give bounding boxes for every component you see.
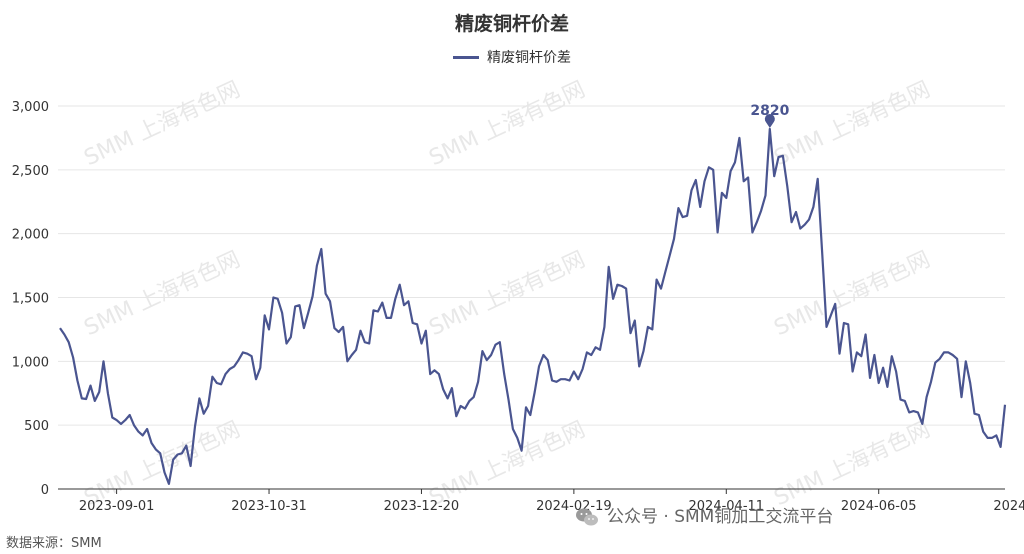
watermark: SMM 上海有色网: [770, 77, 934, 171]
x-tick-label: 2024-07-26: [993, 499, 1024, 514]
legend-label: 精废铜杆价差: [487, 50, 571, 66]
x-tick-label: 2024-06-05: [841, 499, 917, 514]
watermark: SMM 上海有色网: [425, 77, 589, 171]
x-tick-label: 2023-10-31: [231, 499, 307, 514]
grid-lines: [58, 105, 1005, 426]
peak-marker: [764, 113, 775, 128]
y-tick-label: 500: [24, 419, 49, 434]
y-tick-label: 1,500: [12, 292, 49, 307]
watermark: SMM 上海有色网: [770, 247, 934, 341]
y-axis-ticks: 0 500 1,000 1,500 2,000 2,500 3,000: [12, 100, 49, 498]
watermark: SMM 上海有色网: [770, 417, 934, 511]
x-tick-label: 2023-09-01: [79, 499, 155, 514]
chart-title: 精废铜杆价差: [454, 13, 569, 35]
x-tick-label: 2023-12-20: [384, 499, 460, 514]
series-line: [59, 127, 1007, 485]
footer-credit: 公众号 · SMM铜加工交流平台: [575, 502, 833, 527]
peak-annotation: 2820: [750, 103, 790, 128]
watermark-layer: SMM 上海有色网 SMM 上海有色网 SMM 上海有色网 SMM 上海有色网 SMM …: [80, 77, 934, 511]
y-tick-label: 0: [41, 483, 49, 498]
legend[interactable]: 精废铜杆价差: [0, 47, 1024, 67]
y-tick-label: 1,000: [12, 355, 49, 370]
y-tick-label: 2,000: [12, 228, 49, 243]
y-tick-label: 3,000: [12, 100, 49, 115]
y-tick-label: 2,500: [12, 164, 49, 179]
watermark: SMM 上海有色网: [80, 77, 244, 171]
watermark: SMM 上海有色网: [80, 247, 244, 341]
footer-credit-text: 公众号 · SMM铜加工交流平台: [607, 507, 834, 527]
legend-line-swatch: [453, 55, 479, 59]
watermark: SMM 上海有色网: [425, 247, 589, 341]
x-tick-label: 2024-02-19: [536, 499, 612, 514]
watermark: SMM 上海有色网: [425, 417, 589, 511]
source-note: 数据来源：SMM: [6, 536, 102, 551]
x-axis-ticks: 2023-09-01 2023-10-31 2023-12-20 2024-02-19…: [79, 489, 1024, 514]
peak-label: 2820: [750, 103, 789, 119]
x-tick-label: 2024-04-11: [689, 499, 765, 514]
wechat-icon: [576, 508, 598, 526]
